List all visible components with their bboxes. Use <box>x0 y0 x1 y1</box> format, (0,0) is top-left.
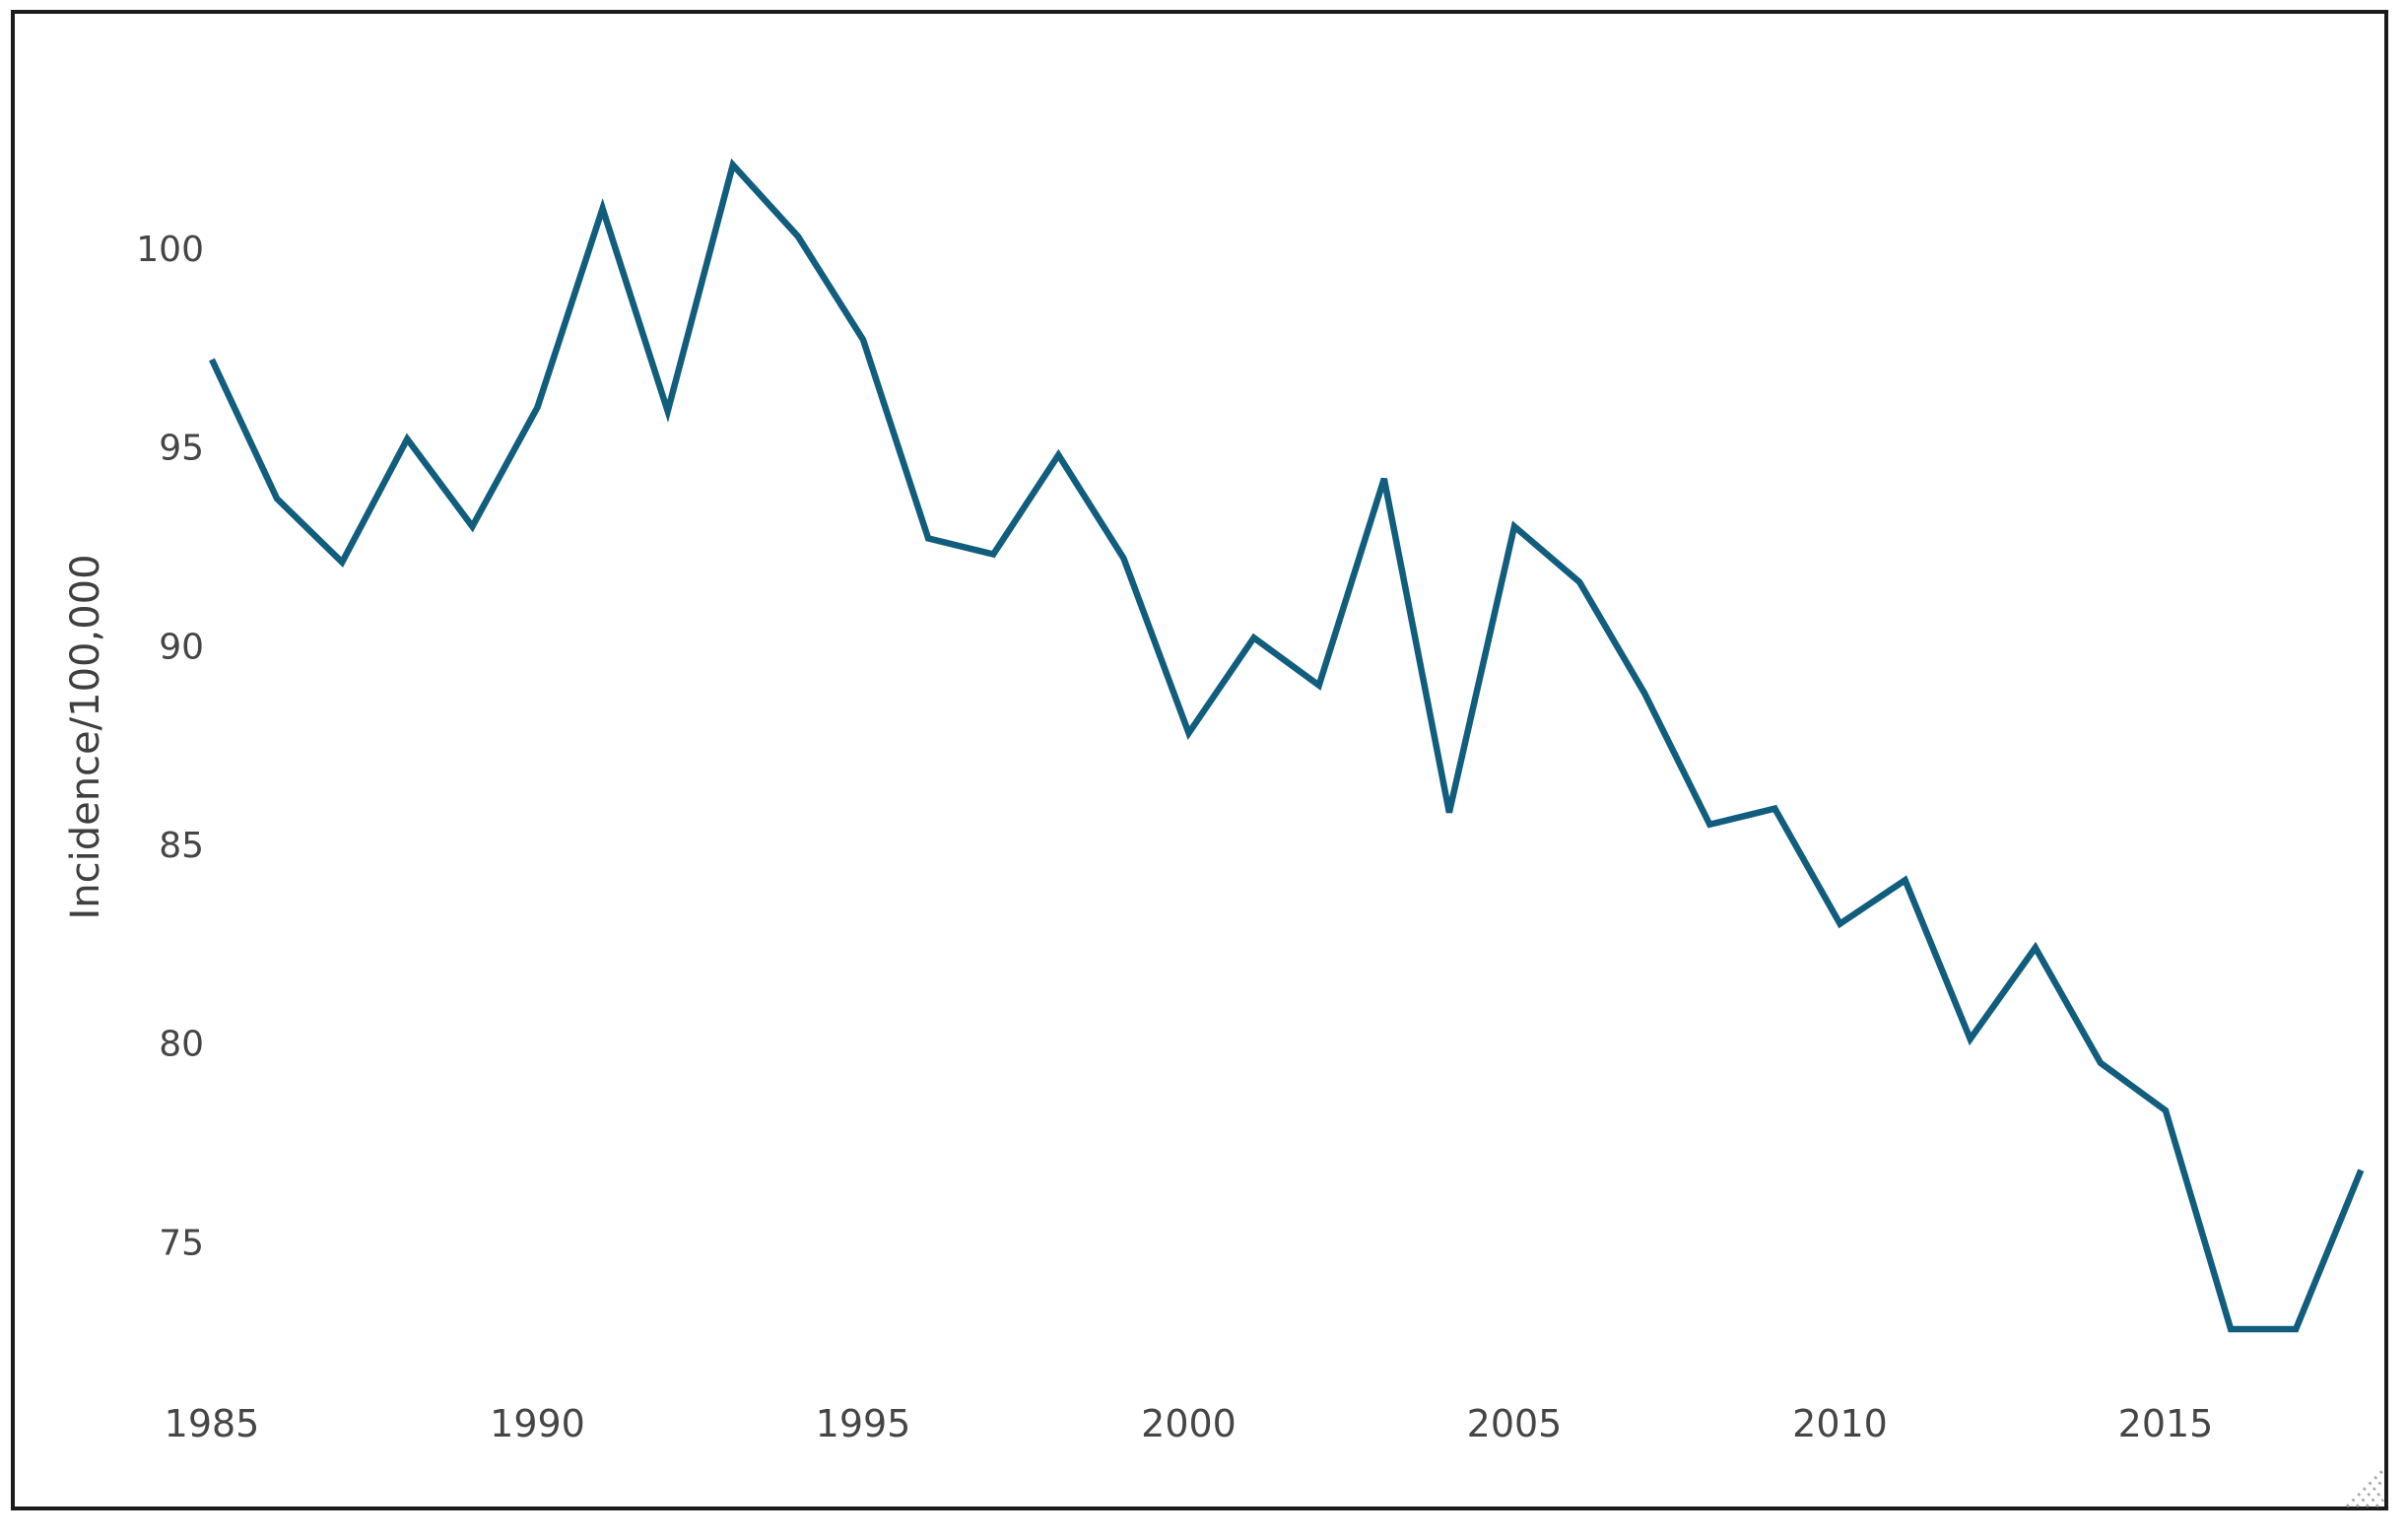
x-tick-label: 2005 <box>1467 1402 1563 1445</box>
x-axis-tick-labels: 1985 1990 1995 2000 2005 2010 2015 <box>165 1402 2214 1445</box>
y-axis-title: Incidence/100,000 <box>63 554 108 919</box>
x-tick-label: 1985 <box>165 1402 260 1445</box>
resize-grip-icon <box>2345 1468 2385 1508</box>
x-tick-label: 2000 <box>1141 1402 1237 1445</box>
y-tick-label: 80 <box>159 1025 204 1065</box>
incidence-trend-line <box>209 158 2365 1333</box>
y-tick-label: 95 <box>159 429 204 469</box>
y-tick-label: 85 <box>159 826 204 866</box>
y-tick-label: 90 <box>159 627 204 667</box>
x-tick-label: 2015 <box>2118 1402 2214 1445</box>
x-tick-label: 1995 <box>816 1402 911 1445</box>
y-tick-label: 75 <box>159 1223 204 1263</box>
y-tick-label: 100 <box>136 230 204 270</box>
x-tick-label: 1990 <box>490 1402 585 1445</box>
x-tick-label: 2010 <box>1792 1402 1888 1445</box>
chart-frame-border <box>11 10 2388 1510</box>
y-axis-tick-labels: 100 95 90 85 80 75 <box>136 230 204 1263</box>
